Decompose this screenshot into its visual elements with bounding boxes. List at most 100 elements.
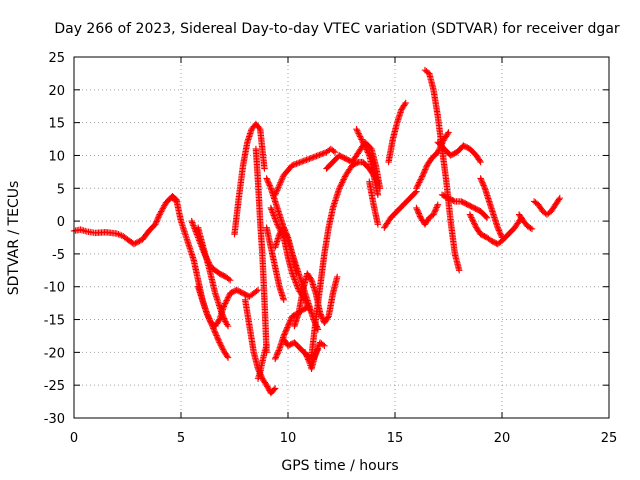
data-point bbox=[315, 343, 322, 350]
data-point bbox=[136, 237, 143, 245]
data-point bbox=[130, 240, 138, 248]
data-point bbox=[478, 178, 486, 185]
data-point bbox=[301, 296, 309, 304]
data-point bbox=[413, 206, 421, 213]
data-point bbox=[192, 226, 199, 234]
data-point bbox=[203, 309, 210, 317]
data-series bbox=[477, 175, 506, 241]
data-point bbox=[498, 234, 506, 241]
data-point bbox=[218, 343, 225, 350]
data-point bbox=[319, 341, 327, 348]
data-series bbox=[267, 204, 313, 313]
data-point bbox=[223, 297, 230, 304]
data-point bbox=[272, 216, 279, 224]
data-point bbox=[192, 228, 199, 235]
data-point bbox=[210, 326, 218, 334]
data-point bbox=[154, 215, 161, 222]
data-point bbox=[271, 385, 279, 392]
data-point bbox=[279, 174, 286, 182]
data-point bbox=[356, 131, 363, 139]
data-point bbox=[275, 182, 283, 189]
data-point bbox=[354, 128, 362, 136]
data-point bbox=[205, 315, 213, 322]
data-point bbox=[416, 177, 424, 185]
data-point bbox=[273, 352, 280, 360]
data-point bbox=[275, 348, 282, 356]
data-point bbox=[282, 328, 289, 335]
data-point bbox=[276, 225, 283, 232]
data-point bbox=[301, 295, 308, 302]
data-point bbox=[497, 231, 504, 238]
y-tick-label: -30 bbox=[44, 412, 65, 427]
data-point bbox=[336, 185, 343, 192]
data-point bbox=[190, 222, 197, 229]
data-point bbox=[270, 212, 277, 219]
data-point bbox=[479, 179, 486, 186]
data-series bbox=[254, 342, 270, 382]
data-point bbox=[208, 322, 216, 329]
y-tick-label: -10 bbox=[44, 281, 65, 296]
data-point bbox=[189, 220, 197, 228]
data-point bbox=[456, 267, 463, 274]
data-series bbox=[366, 178, 382, 228]
data-point bbox=[155, 212, 163, 220]
data-point bbox=[274, 221, 281, 228]
data-point bbox=[415, 180, 422, 188]
data-point bbox=[302, 298, 309, 305]
data-point bbox=[199, 244, 206, 252]
data-series bbox=[271, 145, 339, 199]
data-point bbox=[303, 353, 311, 360]
data-point bbox=[361, 142, 368, 149]
data-point bbox=[283, 325, 290, 333]
data-point bbox=[353, 127, 361, 134]
data-series bbox=[515, 211, 536, 233]
data-point bbox=[301, 349, 309, 356]
data-point bbox=[201, 250, 208, 258]
data-point bbox=[337, 182, 344, 189]
data-point bbox=[416, 179, 423, 186]
data-point bbox=[277, 178, 285, 185]
data-point bbox=[261, 165, 268, 172]
data-point bbox=[135, 238, 142, 245]
data-point bbox=[469, 217, 476, 224]
data-point bbox=[204, 311, 211, 318]
data-point bbox=[219, 345, 226, 352]
data-series bbox=[530, 194, 563, 218]
y-tick-label: -5 bbox=[52, 248, 65, 263]
data-point bbox=[293, 280, 300, 288]
data-point bbox=[479, 180, 487, 188]
data-point bbox=[224, 295, 231, 303]
data-point bbox=[527, 224, 534, 232]
data-point bbox=[198, 243, 205, 250]
data-point bbox=[496, 228, 503, 236]
data-point bbox=[222, 300, 229, 307]
data-point bbox=[331, 148, 339, 156]
data-point bbox=[318, 312, 325, 319]
data-point bbox=[354, 159, 361, 166]
data-point bbox=[219, 311, 226, 318]
data-point bbox=[423, 163, 430, 170]
data-series bbox=[353, 126, 382, 199]
data-point bbox=[265, 180, 273, 188]
data-point bbox=[213, 332, 220, 339]
data-point bbox=[318, 314, 326, 321]
data-point bbox=[495, 227, 503, 234]
data-point bbox=[374, 191, 382, 199]
data-point bbox=[293, 282, 301, 289]
data-point bbox=[197, 241, 205, 249]
data-point bbox=[278, 229, 285, 237]
data-point bbox=[278, 176, 285, 183]
y-tick-label: 25 bbox=[48, 51, 65, 66]
data-series bbox=[231, 120, 268, 238]
data-point bbox=[361, 143, 369, 150]
data-point bbox=[274, 350, 281, 357]
data-point bbox=[556, 194, 563, 202]
data-point bbox=[275, 184, 282, 191]
data-point bbox=[219, 346, 227, 353]
data-point bbox=[266, 182, 273, 189]
data-point bbox=[254, 286, 262, 294]
data-point bbox=[272, 354, 279, 361]
data-point bbox=[291, 276, 298, 283]
data-point bbox=[281, 329, 289, 337]
data-point bbox=[202, 253, 210, 261]
